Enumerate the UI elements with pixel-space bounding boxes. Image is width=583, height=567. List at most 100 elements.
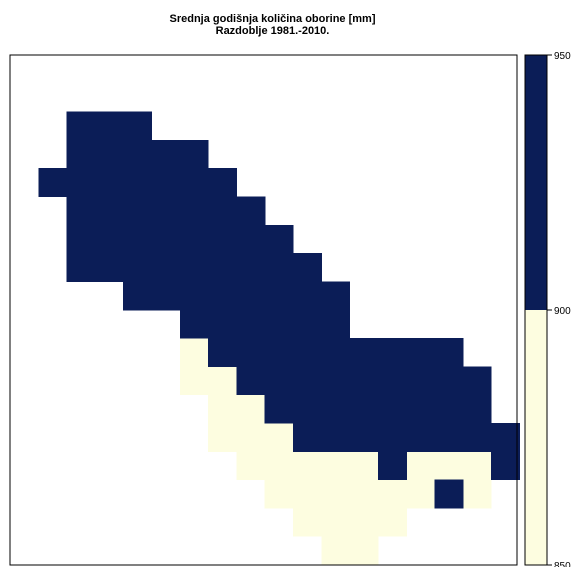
map-cell-high bbox=[94, 139, 124, 169]
map-cell-high bbox=[293, 394, 322, 424]
map-cell-high bbox=[377, 338, 407, 367]
chart-subtitle: Razdoblje 1981.-2010. bbox=[215, 25, 330, 37]
colorbar-legend: 850 900 950 bbox=[524, 51, 571, 567]
map-cell-low bbox=[236, 394, 266, 424]
map-cell-high bbox=[208, 309, 237, 339]
map-cell-high bbox=[293, 338, 322, 367]
map-cell-high bbox=[151, 224, 181, 254]
map-cell-high bbox=[66, 196, 96, 226]
map-cell-high bbox=[377, 451, 407, 481]
map-cell-low bbox=[179, 366, 209, 396]
map-cell-high bbox=[321, 366, 351, 396]
map-cell-low bbox=[462, 451, 492, 481]
map-cell-high bbox=[462, 366, 492, 396]
map-cell-high bbox=[94, 168, 124, 198]
map-cell-low bbox=[179, 338, 209, 367]
map-cell-high bbox=[462, 394, 492, 424]
map-cell-high bbox=[66, 139, 96, 169]
map-cell-high bbox=[264, 338, 294, 367]
map-cell-high bbox=[377, 394, 407, 424]
colorbar-bin bbox=[525, 310, 547, 565]
map-cell-low bbox=[349, 536, 379, 565]
map-cell-high bbox=[123, 111, 153, 141]
map-cell-high bbox=[151, 253, 181, 282]
map-cell-high bbox=[321, 394, 351, 424]
colorbar-tick-label: 850 bbox=[554, 561, 571, 567]
map-cell-high bbox=[179, 281, 209, 311]
map-cell-high bbox=[321, 281, 351, 311]
map-cell-low bbox=[293, 507, 322, 537]
map-cell-high bbox=[123, 224, 153, 254]
map-cell-high bbox=[179, 253, 209, 282]
map-cell-low bbox=[236, 422, 266, 452]
map-cell-high bbox=[94, 224, 124, 254]
map-cell-high bbox=[321, 422, 351, 452]
map-cell-high bbox=[208, 253, 237, 282]
map-cell-high bbox=[434, 338, 464, 367]
map-cell-high bbox=[179, 196, 209, 226]
map-cell-high bbox=[293, 253, 322, 282]
map-cell-high bbox=[208, 224, 237, 254]
map-cell-high bbox=[123, 196, 153, 226]
map-cell-high bbox=[123, 139, 153, 169]
map-cell-high bbox=[236, 196, 266, 226]
map-cell-high bbox=[293, 281, 322, 311]
map-cell-low bbox=[377, 507, 407, 537]
map-cell-low bbox=[349, 479, 379, 509]
map-cell-high bbox=[179, 139, 209, 169]
map-cell-high bbox=[349, 422, 379, 452]
map-cell-low bbox=[236, 451, 266, 481]
map-cell-low bbox=[293, 451, 322, 481]
map-cell-high bbox=[151, 281, 181, 311]
map-cell-high bbox=[66, 111, 96, 141]
map-frame bbox=[9, 54, 518, 566]
map-cell-low bbox=[377, 479, 407, 509]
map-cell-high bbox=[151, 139, 181, 169]
map-cell-high bbox=[491, 451, 520, 481]
map-cell-low bbox=[434, 451, 464, 481]
map-cell-high bbox=[123, 168, 153, 198]
map-cell-high bbox=[66, 168, 96, 198]
map-cell-low bbox=[462, 479, 492, 509]
map-cell-high bbox=[151, 168, 181, 198]
colorbar-tick-label: 900 bbox=[554, 306, 571, 317]
map-cell-high bbox=[208, 338, 237, 367]
map-cell-high bbox=[377, 366, 407, 396]
map-cell-high bbox=[349, 338, 379, 367]
colorbar-tick-label: 950 bbox=[554, 51, 571, 62]
map-cell-high bbox=[208, 168, 237, 198]
map-cell-high bbox=[208, 196, 237, 226]
map-cell-high bbox=[38, 168, 68, 198]
colorbar-bin bbox=[525, 55, 547, 310]
map-cell-high bbox=[66, 224, 96, 254]
map-cell-high bbox=[406, 366, 436, 396]
map-cell-high bbox=[406, 422, 436, 452]
map-cell-high bbox=[264, 253, 294, 282]
map-cell-high bbox=[264, 309, 294, 339]
map-cell-high bbox=[236, 224, 266, 254]
map-cell-low bbox=[349, 451, 379, 481]
map-cell-low bbox=[321, 451, 351, 481]
map-cell-high bbox=[123, 253, 153, 282]
map-cell-high bbox=[406, 394, 436, 424]
map-cell-high bbox=[236, 338, 266, 367]
map-cell-high bbox=[123, 281, 153, 311]
map-cell-low bbox=[264, 451, 294, 481]
map-cell-high bbox=[179, 309, 209, 339]
map-cell-high bbox=[293, 366, 322, 396]
map-cell-high bbox=[293, 422, 322, 452]
map-cell-high bbox=[491, 422, 520, 452]
map-cell-low bbox=[208, 422, 237, 452]
map-cell-high bbox=[349, 366, 379, 396]
map-cell-high bbox=[179, 224, 209, 254]
map-cell-high bbox=[434, 366, 464, 396]
map-cell-high bbox=[264, 366, 294, 396]
map-cell-high bbox=[94, 196, 124, 226]
map-cell-low bbox=[321, 479, 351, 509]
map-cell-low bbox=[208, 366, 237, 396]
map-cell-low bbox=[406, 451, 436, 481]
map-cell-high bbox=[264, 394, 294, 424]
map-cell-high bbox=[179, 168, 209, 198]
map-cell-high bbox=[66, 253, 96, 282]
map-cell-high bbox=[462, 422, 492, 452]
